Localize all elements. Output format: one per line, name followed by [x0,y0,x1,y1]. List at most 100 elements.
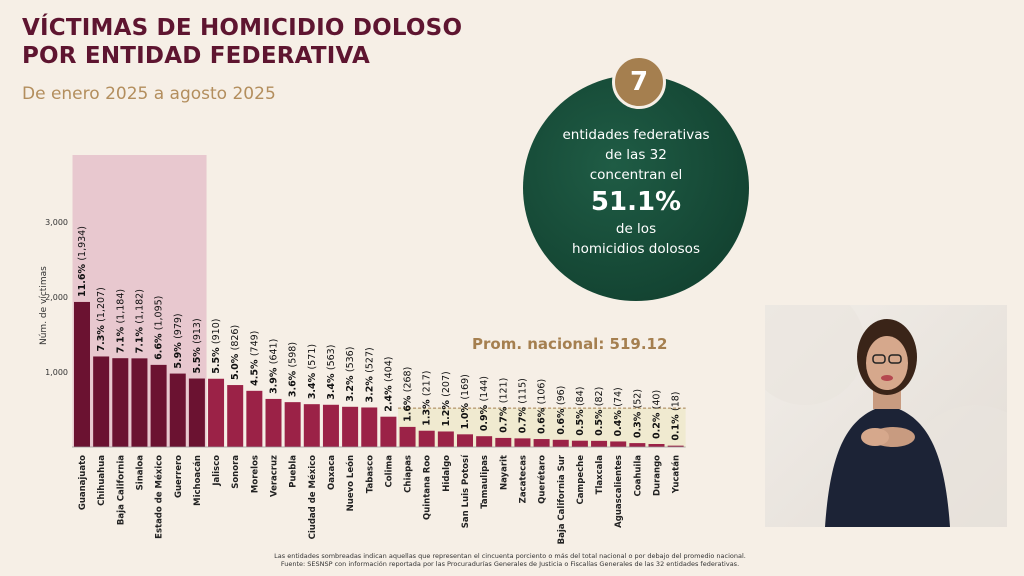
data-label-percent: 0.9% [479,402,490,432]
data-label-percent: 1.3% [422,396,433,426]
x-category-label: Tlaxcala [595,455,605,495]
data-label-percent: 3.4% [307,370,318,400]
data-label-count: (527) [364,347,375,373]
bar [648,444,665,447]
data-label: 4.5% (749) [249,331,260,386]
x-category-label: Nuevo León [345,455,356,511]
x-category-label: Ciudad de México [307,455,318,540]
data-label-percent: 1.0% [460,400,471,430]
x-category-label: Chiapas [404,455,414,493]
data-label-count: (749) [249,331,260,357]
data-label-percent: 1.2% [441,397,452,427]
title-line-2: POR ENTIDAD FEDERATIVA [22,43,370,69]
title-line-1: VÍCTIMAS DE HOMICIDIO DOLOSO [22,15,463,41]
bar [284,402,301,447]
x-category-label: Guanajuato [78,455,88,510]
summary-percent: 51.1% [590,187,682,217]
bar [74,301,90,447]
bar [246,390,263,447]
bar [457,434,473,447]
bar [169,373,186,447]
data-label: 0.3% (52) [632,389,643,438]
data-label-percent: 5.5% [211,344,222,374]
data-label: 5.5% (910) [211,319,222,374]
data-label: 5.5% (913) [192,318,203,373]
data-label: 3.4% (563) [326,345,337,400]
bar [93,356,110,447]
y-tick-label: 3,000 [45,218,68,227]
data-label: 1.6% (268) [403,367,414,422]
bar [667,445,684,447]
data-label-percent: 2.4% [383,382,394,412]
x-category-label: Coahuila [633,455,643,497]
x-category-label: Aguascalientes [614,455,624,528]
data-label-count: (571) [307,344,318,370]
data-label-percent: 0.4% [613,407,624,437]
x-category-label: Yucatán [672,455,682,494]
data-label-percent: 0.7% [498,403,509,433]
bar [552,439,569,447]
data-label: 0.4% (74) [613,387,624,436]
data-label: 11.6% (1,934) [77,226,88,297]
data-label: 6.6% (1,095) [154,296,165,360]
data-label-count: (169) [460,374,471,400]
bar [188,378,205,447]
x-category-label: Colima [384,455,394,488]
data-label-count: (826) [230,325,241,351]
y-tick-label: 2,000 [45,293,68,302]
data-label: 5.0% (826) [230,325,241,380]
bar [361,407,378,447]
bar [322,404,339,447]
x-category-label: Campeche [576,455,586,505]
x-category-label: Oaxaca [327,455,337,490]
bar [342,406,359,447]
x-category-label: Hidalgo [442,455,452,492]
data-label-percent: 1.6% [403,392,414,422]
data-label-count: (563) [326,345,337,371]
data-label-count: (52) [632,389,643,409]
national-average-label: Prom. nacional: 519.12 [472,335,668,353]
data-label-count: (910) [211,319,222,345]
y-tick-label: 1,000 [45,368,68,377]
data-label: 3.2% (527) [364,347,375,402]
data-label-percent: 0.3% [632,408,643,438]
data-label-percent: 3.9% [269,364,280,394]
x-category-label: Baja California Sur [557,454,567,544]
data-label-count: (1,095) [154,296,165,331]
x-category-label: Durango [653,455,663,496]
data-label-count: (1,934) [77,226,88,261]
count-badge: 7 [612,55,666,109]
bar [418,430,435,447]
bar [303,404,320,447]
data-label-percent: 3.6% [288,367,299,397]
summary-line-4: de los [615,221,657,237]
summary-text: entidades federativas de las 32 concentr… [523,125,749,259]
data-label-percent: 3.2% [364,373,375,403]
data-label-percent: 11.6% [77,261,88,297]
data-label-count: (1,184) [115,289,126,324]
bar [437,431,454,447]
summary-line-3: concentran el [589,167,683,183]
data-label: 3.9% (641) [269,339,280,394]
bar [629,443,646,447]
summary-line-1: entidades federativas [562,127,710,143]
data-label-percent: 0.2% [652,409,663,439]
data-label-count: (106) [537,379,548,405]
bar [533,439,550,447]
x-category-label: Baja California [116,455,126,525]
sign-language-interpreter-video [765,305,1007,527]
data-label-percent: 7.1% [115,324,126,354]
data-label-count: (404) [383,356,394,382]
x-category-label: Sinaloa [135,455,145,491]
data-label-percent: 5.5% [192,344,203,374]
data-label-count: (121) [498,378,509,404]
data-label-count: (1,182) [134,289,145,324]
data-label: 7.1% (1,184) [115,289,126,353]
data-label-count: (40) [652,390,663,410]
summary-line-5: homicidios dolosos [572,241,700,257]
data-label: 0.7% (121) [498,378,509,433]
footnote-line-2: Fuente: SESNSP con información reportada… [280,560,740,568]
bar [227,385,244,447]
footnote-line-1: Las entidades sombreadas indican aquella… [274,552,746,560]
data-label: 3.4% (571) [307,344,318,399]
